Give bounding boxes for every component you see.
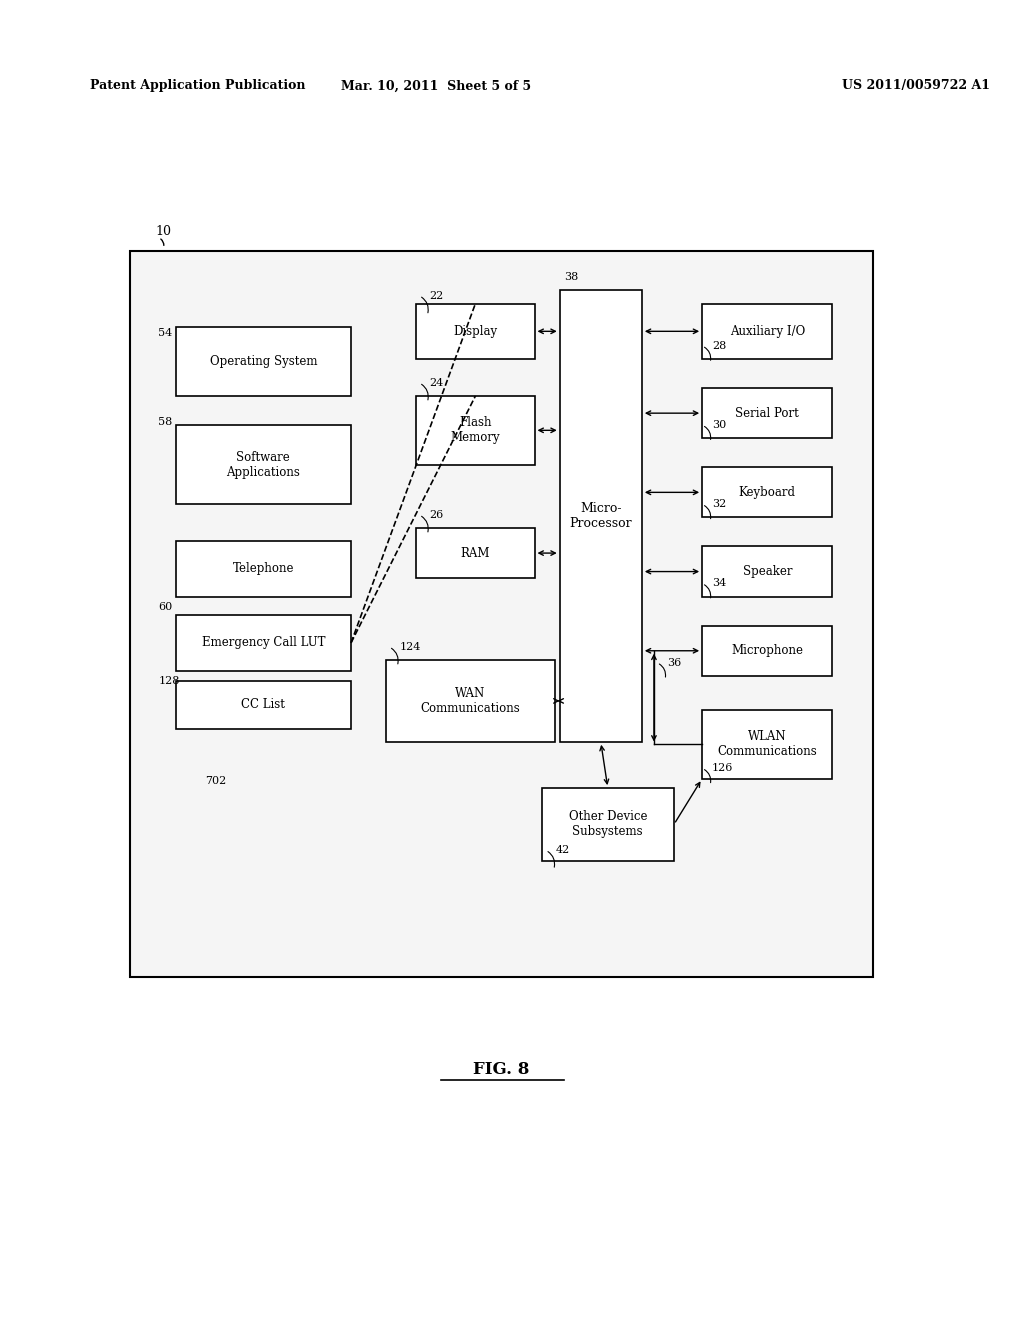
- Text: 34: 34: [712, 578, 726, 589]
- Text: Micro-
Processor: Micro- Processor: [569, 502, 632, 531]
- Text: US 2011/0059722 A1: US 2011/0059722 A1: [843, 79, 990, 92]
- Text: 124: 124: [399, 642, 421, 652]
- FancyBboxPatch shape: [416, 304, 535, 359]
- Text: Serial Port: Serial Port: [735, 407, 799, 420]
- FancyBboxPatch shape: [702, 304, 833, 359]
- Text: Flash
Memory: Flash Memory: [451, 416, 500, 445]
- Text: 54: 54: [159, 327, 173, 338]
- FancyBboxPatch shape: [175, 615, 351, 671]
- Text: Software
Applications: Software Applications: [226, 450, 300, 479]
- FancyBboxPatch shape: [560, 290, 642, 742]
- Text: FIG. 8: FIG. 8: [473, 1061, 529, 1077]
- Text: WAN
Communications: WAN Communications: [421, 686, 520, 715]
- FancyBboxPatch shape: [175, 681, 351, 729]
- FancyBboxPatch shape: [542, 788, 674, 861]
- Text: 38: 38: [563, 272, 578, 282]
- Text: 60: 60: [159, 602, 173, 612]
- FancyBboxPatch shape: [702, 626, 833, 676]
- Text: CC List: CC List: [242, 698, 286, 711]
- FancyBboxPatch shape: [702, 388, 833, 438]
- Text: 32: 32: [712, 499, 726, 510]
- Text: Other Device
Subsystems: Other Device Subsystems: [568, 810, 647, 838]
- Text: 702: 702: [206, 776, 227, 787]
- Text: Microphone: Microphone: [731, 644, 803, 657]
- FancyBboxPatch shape: [702, 710, 833, 779]
- Text: Patent Application Publication: Patent Application Publication: [90, 79, 306, 92]
- Text: Mar. 10, 2011  Sheet 5 of 5: Mar. 10, 2011 Sheet 5 of 5: [341, 79, 531, 92]
- Text: 126: 126: [712, 763, 733, 774]
- FancyBboxPatch shape: [386, 660, 555, 742]
- Text: RAM: RAM: [461, 546, 490, 560]
- FancyBboxPatch shape: [702, 546, 833, 597]
- Text: 26: 26: [429, 510, 443, 520]
- Text: WLAN
Communications: WLAN Communications: [718, 730, 817, 759]
- Text: 128: 128: [159, 676, 180, 686]
- Text: Emergency Call LUT: Emergency Call LUT: [202, 636, 325, 649]
- FancyBboxPatch shape: [175, 327, 351, 396]
- Text: 24: 24: [429, 378, 443, 388]
- FancyBboxPatch shape: [416, 528, 535, 578]
- FancyBboxPatch shape: [175, 541, 351, 597]
- Text: Operating System: Operating System: [210, 355, 317, 368]
- Text: 30: 30: [712, 420, 726, 430]
- FancyBboxPatch shape: [416, 396, 535, 465]
- Text: Telephone: Telephone: [232, 562, 294, 576]
- Text: Keyboard: Keyboard: [738, 486, 796, 499]
- Text: 58: 58: [159, 417, 173, 428]
- Text: 36: 36: [667, 657, 681, 668]
- FancyBboxPatch shape: [175, 425, 351, 504]
- FancyBboxPatch shape: [130, 251, 872, 977]
- Text: Speaker: Speaker: [742, 565, 792, 578]
- FancyBboxPatch shape: [702, 467, 833, 517]
- Text: Auxiliary I/O: Auxiliary I/O: [730, 325, 805, 338]
- Text: Display: Display: [454, 325, 498, 338]
- Text: 42: 42: [556, 845, 570, 855]
- Text: 28: 28: [712, 341, 726, 351]
- Text: 10: 10: [156, 224, 171, 238]
- Text: 22: 22: [429, 290, 443, 301]
